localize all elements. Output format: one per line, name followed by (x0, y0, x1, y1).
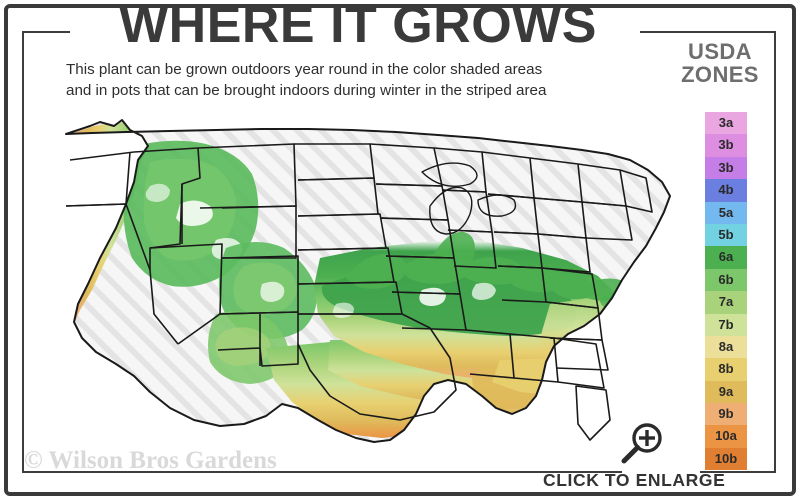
subtitle-text: This plant can be grown outdoors year ro… (66, 59, 636, 101)
magnifier-svg (621, 423, 662, 464)
usda-zone-legend: 3a 3b 3b 4b 5a 5b 6a 6b 7a 7b 8a 8b 9a 9b 10a 10b (705, 112, 747, 471)
subtitle-line-2: and in pots that can be brought indoors … (66, 82, 547, 99)
legend-swatch-9b: 9b (705, 403, 747, 426)
legend-swatch-3a: 3a (705, 112, 747, 135)
map-state-boundaries (65, 119, 671, 443)
legend-swatch-7a: 7a (705, 291, 747, 314)
legend-swatch-9a: 9a (705, 380, 747, 404)
legend-swatch-3b: 3b (705, 156, 747, 180)
legend-heading-line-1: USDA (688, 39, 752, 64)
legend-swatch-3b: 3b (705, 134, 747, 157)
subtitle-line-1: This plant can be grown outdoors year ro… (66, 61, 543, 78)
magnifier-plus-icon[interactable] (618, 420, 666, 468)
legend-swatch-7b: 7b (705, 313, 747, 336)
legend-swatch-6a: 6a (705, 246, 747, 269)
legend-swatch-8b: 8b (705, 358, 747, 381)
inner-rule-top-right (640, 31, 776, 33)
copyright-watermark: © Wilson Bros Gardens (24, 447, 277, 474)
legend-swatch-5b: 5b (705, 223, 747, 247)
page-title: WHERE IT GROWS (119, 0, 597, 54)
legend-swatch-10b: 10b (705, 447, 747, 471)
legend-swatch-6b: 6b (705, 268, 747, 292)
legend-swatch-10a: 10a (705, 425, 747, 448)
map-svg (65, 119, 671, 443)
inner-rule-left (22, 31, 24, 473)
hardiness-zone-map[interactable] (30, 108, 680, 448)
inner-rule-top-left (22, 31, 70, 33)
legend-heading-line-2: ZONES (681, 62, 759, 87)
legend-heading: USDA ZONES (660, 40, 780, 86)
inner-rule-bottom-right (700, 471, 776, 473)
legend-swatch-8a: 8a (705, 335, 747, 359)
legend-swatch-5a: 5a (705, 201, 747, 224)
inner-rule-right (774, 31, 776, 473)
legend-swatch-4b: 4b (705, 179, 747, 202)
click-to-enlarge-label[interactable]: CLICK TO ENLARGE (543, 470, 726, 490)
inner-rule-bottom-left (22, 471, 622, 473)
